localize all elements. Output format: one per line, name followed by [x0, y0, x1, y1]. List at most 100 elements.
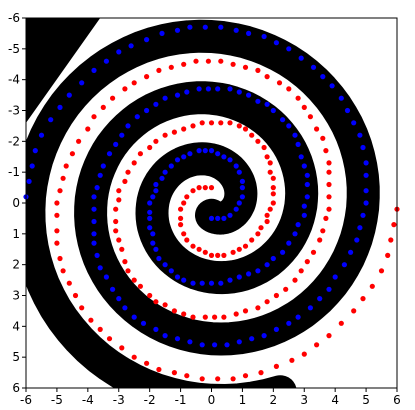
data-point-red [205, 58, 211, 64]
region-band-dark [26, 19, 380, 388]
x-tick-label: 0 [208, 393, 216, 407]
data-point-blue [249, 336, 255, 342]
data-point-blue [125, 123, 131, 129]
data-point-red [267, 206, 273, 212]
data-point-blue [295, 314, 301, 320]
data-point-blue [255, 98, 261, 104]
data-point-red [267, 169, 273, 175]
data-point-red [320, 228, 326, 234]
data-point-blue [91, 240, 97, 246]
data-point-red [264, 154, 270, 160]
x-tick-label: 1 [239, 393, 247, 407]
data-point-red [236, 246, 242, 252]
data-point-blue [128, 43, 134, 49]
data-point-blue [298, 55, 304, 61]
data-point-red [338, 320, 344, 326]
data-point-blue [147, 215, 153, 221]
data-point-blue [227, 212, 233, 218]
data-point-red [323, 215, 329, 221]
data-point-red [258, 370, 264, 376]
y-axis: -6 -5 -4 -3 -2 -1 0 1 2 3 4 5 6 [8, 11, 26, 395]
y-tick-label: -3 [8, 104, 20, 118]
data-point-blue [208, 280, 215, 286]
data-point-blue [181, 154, 187, 160]
data-point-blue [144, 107, 150, 114]
data-point-red [171, 308, 177, 314]
data-point-blue [261, 33, 267, 40]
data-point-red [125, 268, 131, 274]
data-point-blue [202, 148, 208, 154]
data-point-red [314, 342, 320, 348]
data-point-red [122, 259, 128, 265]
data-point-red [326, 181, 332, 188]
data-point-blue [140, 320, 147, 326]
x-axis: -6 -5 -4 -3 -2 -1 0 1 2 3 4 5 6 [20, 388, 401, 407]
data-point-red [242, 243, 249, 249]
data-point-red [113, 218, 119, 225]
data-point-blue [224, 342, 230, 348]
data-point-red [310, 249, 317, 255]
data-point-blue [91, 231, 97, 237]
data-point-red [273, 292, 279, 299]
data-point-blue [168, 268, 174, 274]
data-point-red [326, 206, 332, 212]
data-point-red [261, 144, 267, 151]
data-point-blue [91, 218, 97, 225]
data-point-blue [190, 280, 196, 286]
data-point-red [307, 114, 313, 120]
x-tick-label: 2 [270, 393, 278, 407]
x-tick-label: -2 [144, 393, 156, 407]
data-point-red [60, 175, 66, 181]
data-point-blue [360, 212, 366, 218]
data-point-blue [208, 215, 215, 221]
data-point-red [184, 373, 190, 379]
data-point-red [276, 80, 283, 86]
data-point-red [255, 305, 261, 311]
data-point-blue [233, 163, 239, 169]
data-point-blue [348, 249, 354, 255]
data-point-red [190, 314, 196, 320]
data-point-blue [199, 342, 205, 348]
data-point-red [385, 252, 391, 258]
y-tick-label: 4 [12, 319, 20, 333]
data-point-blue [329, 83, 335, 89]
data-point-red [181, 231, 187, 237]
data-point-red [242, 64, 249, 70]
data-point-blue [221, 154, 227, 160]
data-point-red [113, 206, 119, 212]
data-point-blue [326, 286, 332, 292]
data-point-red [156, 366, 162, 373]
data-point-red [190, 123, 196, 129]
data-point-blue [280, 249, 286, 255]
data-point-red [233, 311, 239, 317]
data-point-blue [150, 240, 156, 246]
data-point-red [168, 64, 174, 70]
data-point-red [196, 185, 202, 191]
data-point-blue [270, 255, 276, 262]
data-point-red [156, 67, 162, 73]
data-point-blue [113, 141, 119, 147]
data-point-blue [261, 333, 267, 339]
data-point-blue [310, 64, 317, 70]
data-point-blue [221, 215, 227, 221]
data-point-blue [233, 206, 239, 212]
data-point-red [326, 194, 332, 200]
data-point-blue [94, 185, 100, 191]
data-point-blue [199, 280, 205, 286]
data-point-red [221, 314, 227, 320]
data-point-blue [103, 274, 109, 280]
data-point-blue [239, 178, 245, 184]
data-point-red [270, 185, 276, 191]
data-point-blue [106, 151, 113, 157]
data-point-red [113, 228, 119, 234]
y-tick-label: 0 [12, 196, 20, 210]
data-point-red [208, 120, 215, 126]
data-point-red [320, 135, 326, 141]
data-point-red [57, 188, 63, 194]
data-point-red [270, 200, 276, 206]
data-point-blue [162, 262, 168, 268]
data-point-red [326, 169, 332, 175]
data-point-red [289, 357, 295, 363]
data-point-red [323, 148, 329, 154]
data-point-red [110, 95, 116, 101]
